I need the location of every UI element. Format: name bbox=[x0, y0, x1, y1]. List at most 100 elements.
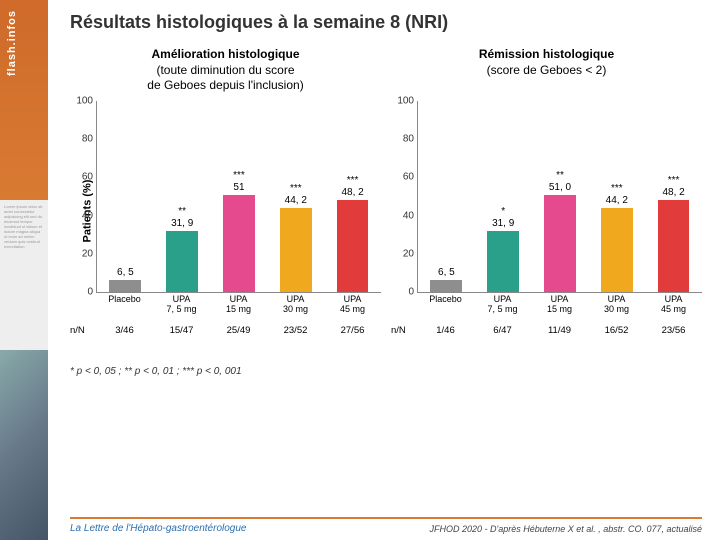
footer: La Lettre de l'Hépato-gastroentérologue … bbox=[70, 517, 702, 534]
chart-block: Rémission histologique(score de Geboes <… bbox=[391, 47, 702, 336]
bar bbox=[487, 231, 519, 292]
n-row-cells: 3/46 15/47 25/49 23/52 27/56 bbox=[96, 325, 381, 336]
slide-title: Résultats histologiques à la semaine 8 (… bbox=[70, 12, 702, 33]
x-label: UPA15 mg bbox=[216, 293, 262, 321]
x-label: UPA7, 5 mg bbox=[480, 293, 526, 321]
significance-marker: * bbox=[501, 206, 505, 218]
y-tick: 80 bbox=[392, 134, 414, 145]
bars: 6, 5**31, 9***51***44, 2***48, 2 bbox=[97, 101, 381, 292]
bar bbox=[430, 280, 462, 292]
y-tick: 100 bbox=[71, 96, 93, 107]
sidebar-brand bbox=[0, 0, 48, 200]
n-cell: 11/49 bbox=[537, 325, 583, 336]
significance-marker: *** bbox=[290, 183, 302, 195]
n-row: n/N 1/46 6/47 11/49 16/52 23/56 bbox=[391, 325, 702, 336]
y-tick: 0 bbox=[71, 287, 93, 298]
footer-left: La Lettre de l'Hépato-gastroentérologue bbox=[70, 523, 246, 534]
bar-wrap: *31, 9 bbox=[480, 101, 525, 292]
significance-footnote: * p < 0, 05 ; ** p < 0, 01 ; *** p < 0, … bbox=[70, 366, 702, 377]
chart-header: Rémission histologique(score de Geboes <… bbox=[391, 47, 702, 95]
y-tick: 20 bbox=[71, 248, 93, 259]
x-label: Placebo bbox=[102, 293, 148, 321]
page: Lorem ipsum dolor sit amet consectetur a… bbox=[0, 0, 720, 540]
chart-block: Amélioration histologique(toute diminuti… bbox=[70, 47, 381, 336]
x-label: UPA7, 5 mg bbox=[159, 293, 205, 321]
significance-marker: ** bbox=[178, 206, 186, 218]
chart-subtitle-line: de Geboes depuis l'inclusion) bbox=[70, 78, 381, 94]
bar-value-label: 31, 9 bbox=[171, 218, 193, 229]
n-cell: 1/46 bbox=[423, 325, 469, 336]
significance-marker: *** bbox=[233, 170, 245, 182]
bars: 6, 5*31, 9**51, 0***44, 2***48, 2 bbox=[418, 101, 702, 292]
n-row: n/N 3/46 15/47 25/49 23/52 27/56 bbox=[70, 325, 381, 336]
bar-wrap: ***48, 2 bbox=[330, 101, 375, 292]
n-cell: 3/46 bbox=[102, 325, 148, 336]
sidebar-smallprint: Lorem ipsum dolor sit amet consectetur a… bbox=[0, 200, 48, 350]
sidebar: Lorem ipsum dolor sit amet consectetur a… bbox=[0, 0, 48, 540]
x-label: UPA45 mg bbox=[651, 293, 697, 321]
chart-header: Amélioration histologique(toute diminuti… bbox=[70, 47, 381, 95]
chart-subtitle-line: (toute diminution du score bbox=[70, 63, 381, 79]
significance-marker: *** bbox=[611, 183, 623, 195]
x-label: UPA15 mg bbox=[537, 293, 583, 321]
n-cell: 27/56 bbox=[330, 325, 376, 336]
y-tick: 20 bbox=[392, 248, 414, 259]
bar-value-label: 51 bbox=[233, 182, 244, 193]
bar-wrap: ***51 bbox=[216, 101, 261, 292]
n-cell: 6/47 bbox=[480, 325, 526, 336]
bar-wrap: **51, 0 bbox=[537, 101, 582, 292]
bar-wrap: ***48, 2 bbox=[651, 101, 696, 292]
n-row-lead: n/N bbox=[70, 325, 96, 336]
sidebar-photo bbox=[0, 350, 48, 540]
y-tick: 0 bbox=[392, 287, 414, 298]
y-tick: 40 bbox=[392, 210, 414, 221]
n-cell: 23/52 bbox=[273, 325, 319, 336]
n-cell: 23/56 bbox=[651, 325, 697, 336]
footer-right: JFHOD 2020 - D'après Hébuterne X et al. … bbox=[429, 524, 702, 534]
bar-value-label: 6, 5 bbox=[117, 267, 134, 278]
bar bbox=[166, 231, 198, 292]
plot: 0204060801006, 5*31, 9**51, 0***44, 2***… bbox=[417, 101, 702, 293]
bar-value-label: 31, 9 bbox=[492, 218, 514, 229]
significance-marker: ** bbox=[556, 170, 564, 182]
chart-title: Rémission histologique bbox=[391, 47, 702, 63]
n-row-cells: 1/46 6/47 11/49 16/52 23/56 bbox=[417, 325, 702, 336]
chart-subtitle-line: (score de Geboes < 2) bbox=[391, 63, 702, 79]
y-tick: 40 bbox=[71, 210, 93, 221]
x-labels: Placebo UPA7, 5 mg UPA15 mg UPA30 mg UPA45 m… bbox=[417, 293, 702, 321]
bar-value-label: 48, 2 bbox=[341, 187, 363, 198]
content: Résultats histologiques à la semaine 8 (… bbox=[48, 0, 720, 540]
x-label: UPA45 mg bbox=[330, 293, 376, 321]
bar bbox=[223, 195, 255, 292]
x-label: UPA30 mg bbox=[594, 293, 640, 321]
n-cell: 16/52 bbox=[594, 325, 640, 336]
bar bbox=[601, 208, 633, 292]
n-row-lead: n/N bbox=[391, 325, 417, 336]
bar bbox=[337, 200, 369, 292]
chart-area: Patients (%)0204060801006, 5**31, 9***51… bbox=[70, 101, 381, 321]
bar-value-label: 51, 0 bbox=[549, 182, 571, 193]
bar-wrap: ***44, 2 bbox=[594, 101, 639, 292]
bar-value-label: 44, 2 bbox=[285, 195, 307, 206]
bar bbox=[658, 200, 690, 292]
bar-wrap: 6, 5 bbox=[424, 101, 469, 292]
x-labels: PlaceboUPA7, 5 mgUPA15 mgUPA30 mgUPA45 m… bbox=[96, 293, 381, 321]
plot: 0204060801006, 5**31, 9***51***44, 2***4… bbox=[96, 101, 381, 293]
chart-title: Amélioration histologique bbox=[70, 47, 381, 63]
chart-area: 0204060801006, 5*31, 9**51, 0***44, 2***… bbox=[391, 101, 702, 321]
n-cell: 25/49 bbox=[216, 325, 262, 336]
y-tick: 60 bbox=[392, 172, 414, 183]
charts-row: Amélioration histologique(toute diminuti… bbox=[70, 47, 702, 336]
y-tick: 100 bbox=[392, 96, 414, 107]
y-tick: 60 bbox=[71, 172, 93, 183]
bar-value-label: 44, 2 bbox=[606, 195, 628, 206]
n-cell: 15/47 bbox=[159, 325, 205, 336]
bar bbox=[280, 208, 312, 292]
bar-wrap: 6, 5 bbox=[103, 101, 148, 292]
x-label: Placebo bbox=[423, 293, 469, 321]
bar bbox=[109, 280, 141, 292]
bar bbox=[544, 195, 576, 292]
significance-marker: *** bbox=[668, 175, 680, 187]
bar-value-label: 6, 5 bbox=[438, 267, 455, 278]
significance-marker: *** bbox=[347, 175, 359, 187]
